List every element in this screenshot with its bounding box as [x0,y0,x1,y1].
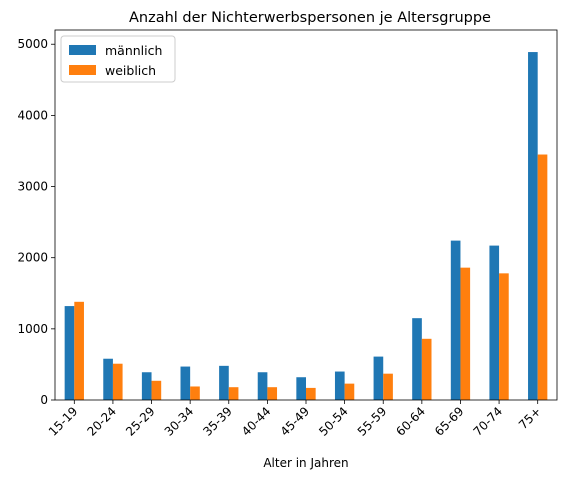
bar-55-59-männlich [373,356,384,400]
legend-label-weiblich: weiblich [105,63,156,78]
x-tick-label: 75+ [516,404,544,432]
x-tick-label: 50-54 [316,404,351,439]
x-tick-label: 30-34 [162,404,197,439]
x-tick-label: 35-39 [200,404,235,439]
bar-35-39-weiblich [228,387,239,400]
y-tick-label: 0 [40,393,48,407]
x-tick-label: 70-74 [471,404,506,439]
legend-swatch-männlich [69,45,96,55]
bar-65-69-weiblich [460,267,471,400]
bar-25-29-männlich [141,372,152,400]
bar-25-29-weiblich [151,380,162,400]
bar-60-64-männlich [412,318,422,400]
x-tick-label: 65-69 [432,404,467,439]
x-axis-title: Alter in Jahren [263,456,348,470]
x-tick-label: 40-44 [239,404,274,439]
bar-75+-weiblich [537,154,548,400]
bar-45-49-weiblich [306,387,316,400]
bar-45-49-männlich [296,377,306,400]
x-tick-label: 55-59 [355,404,390,439]
bar-35-39-männlich [219,365,229,400]
bar-65-69-männlich [450,240,461,400]
bar-60-64-weiblich [421,338,432,400]
y-tick-label: 5000 [17,37,48,51]
x-tick-label: 45-49 [278,404,313,439]
bar-50-54-weiblich [344,383,355,400]
y-tick-label: 1000 [17,322,48,336]
bar-15-19-weiblich [74,301,84,400]
plot-frame [54,29,558,401]
bar-75+-männlich [528,52,538,401]
legend: männlich weiblich [60,35,176,83]
x-axis: 15-19 20-24 25-29 30-34 35-39 40-44 45-49 50-54… [46,400,544,439]
x-tick-label: 15-19 [46,404,81,439]
y-axis: 0 1000 2000 3000 4000 5000 [17,37,55,407]
bar-20-24-männlich [103,358,113,400]
legend-swatch-weiblich [69,65,96,75]
bar-50-54-männlich [334,371,345,400]
bar-15-19-männlich [64,306,75,400]
bar-40-44-männlich [257,372,268,400]
bar-30-34-weiblich [190,386,200,400]
bar-70-74-männlich [489,245,500,400]
y-tick-label: 4000 [17,108,48,122]
bars-group [64,52,548,401]
bar-20-24-weiblich [112,363,123,400]
bar-40-44-weiblich [267,387,278,400]
legend-label-männlich: männlich [105,43,162,58]
bar-70-74-weiblich [499,273,509,400]
bar-55-59-weiblich [383,373,393,400]
y-tick-label: 2000 [17,251,48,265]
x-tick-label: 60-64 [393,404,428,439]
bar-30-34-männlich [180,366,191,400]
y-tick-label: 3000 [17,180,48,194]
chart-title: Anzahl der Nichterwerbspersonen je Alter… [129,10,491,26]
x-tick-label: 25-29 [123,404,158,439]
x-tick-label: 20-24 [84,404,119,439]
